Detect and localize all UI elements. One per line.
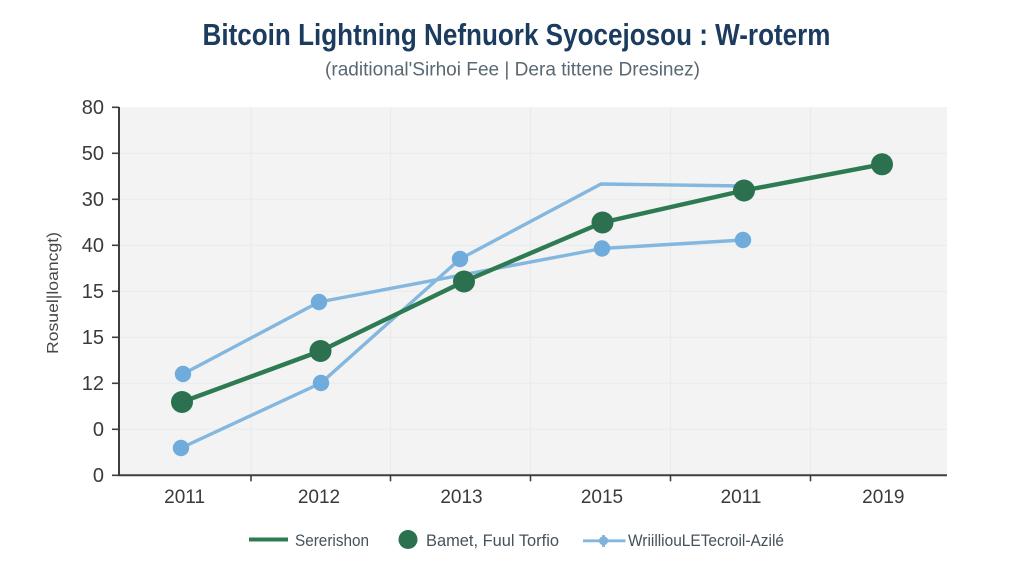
svg-text:0: 0 [93,465,104,487]
svg-text:2019: 2019 [862,487,904,508]
svg-text:40: 40 [82,235,104,257]
svg-text:2015: 2015 [581,487,623,508]
svg-text:2013: 2013 [440,487,482,508]
svg-text:2011: 2011 [164,487,205,508]
svg-text:50: 50 [82,143,104,165]
svg-text:30: 30 [82,189,104,211]
svg-text:0: 0 [93,419,104,441]
svg-text:(raditional'Sirhoi Fee | Dera: (raditional'Sirhoi Fee | Dera tittene Dr… [325,60,700,81]
svg-text:12: 12 [82,373,104,395]
svg-text:Sererishon: Sererishon [295,531,369,550]
svg-text:80: 80 [82,97,104,119]
svg-text:Bitcoin Lightning Nefnuork Syo: Bitcoin Lightning Nefnuork Syocejosou : … [203,17,831,52]
svg-text:WriilliouLETecroil-Azilé: WriilliouLETecroil-Azilé [628,531,784,550]
svg-text:15: 15 [82,327,104,349]
svg-text:Bamet, Fuul Torfio: Bamet, Fuul Torfio [426,531,559,550]
svg-text:Rosuel|loancgt): Rosuel|loancgt) [45,232,62,354]
svg-text:2011: 2011 [721,487,762,508]
svg-text:15: 15 [82,281,104,303]
svg-text:2012: 2012 [298,487,340,508]
